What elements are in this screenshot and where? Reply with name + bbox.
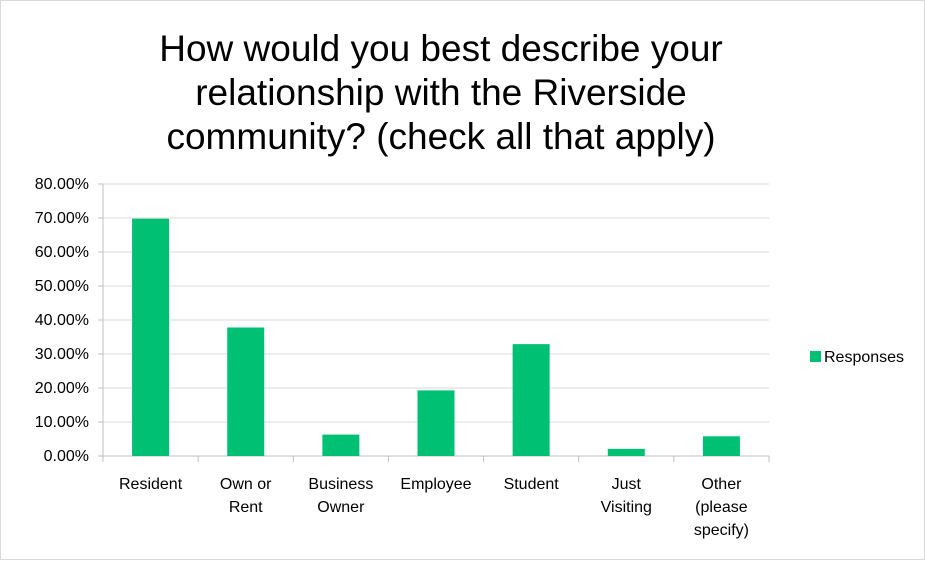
y-tick-label: 30.00% — [35, 346, 89, 363]
bar — [132, 218, 170, 456]
x-category-label: specify) — [694, 522, 749, 539]
y-tick-label: 70.00% — [35, 210, 89, 227]
y-tick-label: 10.00% — [35, 414, 89, 431]
x-category-label: Owner — [317, 499, 365, 516]
x-category-label: Own or — [220, 476, 272, 493]
y-tick-label: 40.00% — [35, 312, 89, 329]
y-tick-label: 50.00% — [35, 278, 89, 295]
y-tick-label: 20.00% — [35, 380, 89, 397]
chart-title-line-2: relationship with the Riverside — [195, 72, 687, 113]
x-category-label: Just — [612, 476, 642, 493]
x-category-label: (please — [695, 499, 748, 516]
bar — [512, 344, 550, 456]
bar — [322, 434, 360, 456]
x-category-label: Visiting — [601, 499, 652, 516]
bar — [607, 448, 645, 456]
x-category-label: Employee — [400, 476, 471, 493]
chart-title-line-1: How would you best describe your — [159, 28, 723, 69]
x-category-label: Other — [701, 476, 742, 493]
bar — [702, 436, 740, 456]
y-tick-label: 0.00% — [44, 448, 89, 465]
chart-title-line-3: community? (check all that apply) — [166, 116, 716, 157]
legend-swatch — [810, 351, 821, 362]
chart-title: How would you best describe your relatio… — [101, 27, 781, 159]
x-category-label: Student — [504, 476, 560, 493]
x-category-label: Business — [308, 476, 373, 493]
bar — [227, 327, 265, 456]
x-category-label: Rent — [229, 499, 263, 516]
y-tick-label: 80.00% — [35, 176, 89, 193]
y-tick-label: 60.00% — [35, 244, 89, 261]
bar — [417, 390, 455, 456]
legend-label: Responses — [824, 349, 904, 366]
x-category-label: Resident — [119, 476, 183, 493]
